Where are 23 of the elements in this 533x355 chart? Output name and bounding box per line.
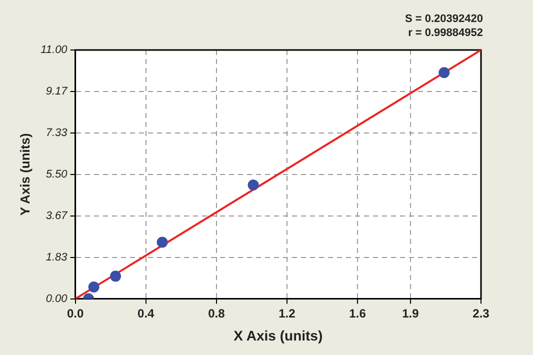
x-tick-label: 1.6 (349, 306, 366, 320)
x-tick-label: 0.0 (66, 306, 84, 320)
point (156, 236, 168, 248)
x-tick-label: 1.9 (402, 306, 420, 320)
y-tick-label: 5.50 (46, 168, 68, 180)
y-tick-label: 0.00 (46, 292, 68, 305)
x-axis-title: X Axis (units) (234, 327, 323, 344)
y-tick-label: 3.67 (46, 210, 68, 222)
y-tick-label: 7.33 (46, 127, 68, 140)
x-tick-label: 0.8 (208, 306, 226, 320)
point (110, 270, 122, 282)
text: r = 0.99884952 (407, 26, 483, 40)
y-tick-label: 11.00 (40, 44, 68, 56)
point (438, 67, 450, 78)
y-axis-title: Y Axis (units) (17, 133, 32, 216)
x-tick-label: 1.2 (278, 306, 296, 320)
y-tick-label: 1.83 (46, 251, 68, 264)
x-tick-label: 0.4 (138, 306, 155, 320)
y-tick-label: 9.17 (46, 85, 68, 98)
point (88, 282, 100, 293)
text: S = 0.20392420 (405, 12, 483, 26)
x-tick-label: 2.3 (472, 306, 490, 320)
point (248, 180, 259, 191)
